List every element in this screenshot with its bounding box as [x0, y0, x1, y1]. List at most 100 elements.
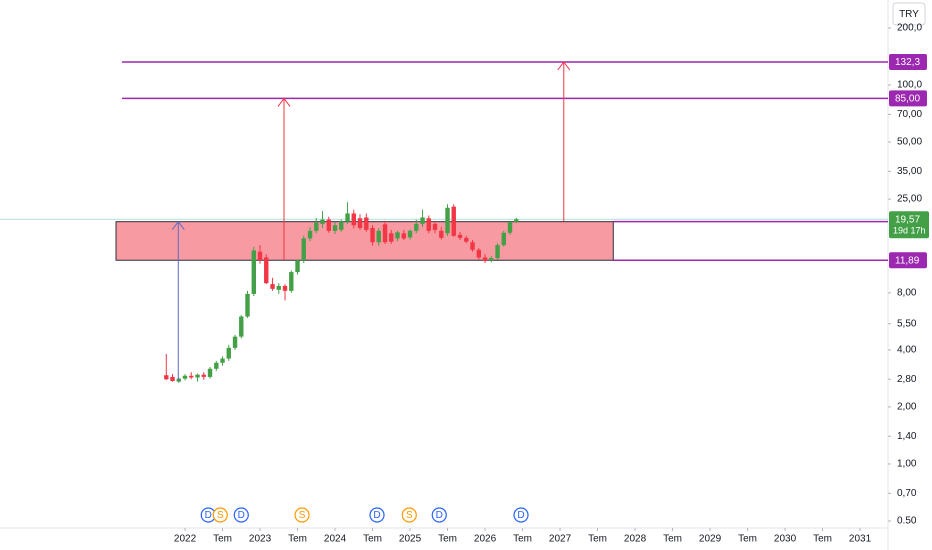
x-tick-label: Tem	[513, 534, 532, 545]
price-label: 132,3	[895, 57, 920, 68]
candle-body	[389, 233, 394, 242]
y-tick-label: 25,00	[897, 194, 922, 205]
candle-body	[264, 257, 269, 284]
y-tick-label: 50,00	[897, 137, 922, 148]
candle-body	[170, 376, 175, 382]
x-tick-label: Tem	[588, 534, 607, 545]
candle-body	[276, 285, 281, 290]
candle-body	[345, 213, 350, 222]
candle-body	[301, 238, 306, 261]
event-label[interactable]: D	[238, 510, 245, 521]
event-label[interactable]: D	[517, 510, 524, 521]
candle-body	[239, 316, 244, 337]
event-label[interactable]: S	[217, 510, 224, 521]
x-tick-label: 2031	[849, 534, 872, 545]
candle-body	[482, 257, 488, 261]
event-label[interactable]: S	[299, 510, 306, 521]
candle-body	[495, 245, 500, 259]
candle-body	[251, 250, 256, 294]
candle-body	[407, 230, 413, 238]
candle-body	[339, 221, 344, 230]
candle-body	[476, 249, 481, 258]
y-tick-label: 200,0	[897, 23, 922, 34]
candle-body	[195, 374, 200, 378]
x-tick-label: 2029	[699, 534, 722, 545]
event-label[interactable]: D	[373, 510, 380, 521]
candle-body	[370, 227, 375, 243]
candle-body	[164, 375, 169, 380]
candle-body	[401, 233, 406, 239]
x-tick-label: 2023	[249, 534, 272, 545]
candle-body	[182, 375, 188, 379]
price-label: 11,89	[895, 255, 920, 266]
price-label-box	[889, 252, 927, 269]
candle-body	[320, 219, 325, 224]
candle-body	[307, 230, 313, 239]
candle-body	[295, 260, 300, 273]
event-label[interactable]: D	[205, 510, 212, 521]
candle-body	[351, 213, 356, 226]
y-tick-label: 100,0	[897, 80, 922, 91]
candle-body	[457, 234, 463, 238]
x-tick-label: Tem	[813, 534, 832, 545]
x-tick-label: Tem	[213, 534, 232, 545]
currency-label[interactable]: TRY	[899, 9, 919, 20]
y-tick-label: 2,80	[897, 374, 917, 385]
candle-body	[226, 347, 231, 359]
candle-body	[332, 225, 338, 231]
candle-body	[282, 285, 288, 291]
candle-body	[214, 362, 219, 369]
arrow-head	[557, 61, 571, 71]
candle-body	[376, 230, 381, 243]
event-marker[interactable]	[369, 507, 385, 523]
price-label-box	[889, 54, 927, 71]
x-tick-label: Tem	[438, 534, 457, 545]
candle-body	[489, 258, 494, 261]
y-tick-label: 8,00	[897, 288, 917, 299]
candle-body	[270, 284, 275, 289]
x-tick-label: 2026	[474, 534, 497, 545]
event-marker[interactable]	[212, 507, 228, 523]
y-tick-label: 35,00	[897, 166, 922, 177]
x-tick-label: Tem	[663, 534, 682, 545]
event-marker[interactable]	[233, 507, 249, 523]
candle-body	[501, 232, 506, 246]
candle-body	[507, 222, 513, 233]
x-tick-label: Tem	[738, 534, 757, 545]
candle-body	[176, 378, 181, 382]
candle-body	[257, 251, 263, 261]
currency-button[interactable]	[892, 2, 926, 26]
event-marker[interactable]	[294, 507, 310, 523]
y-tick-label: 0.50	[897, 516, 917, 527]
candle-body	[426, 218, 431, 231]
y-tick-label: 5,50	[897, 318, 917, 329]
candle-body	[220, 358, 225, 363]
event-marker[interactable]	[513, 507, 529, 523]
candle-body	[439, 230, 444, 238]
candle-body	[314, 222, 319, 231]
arrow-head	[277, 97, 291, 107]
y-tick-label: 0,70	[897, 488, 917, 499]
x-tick-label: Tem	[363, 534, 382, 545]
price-label: 85,00	[895, 94, 920, 105]
candle-body	[470, 242, 475, 250]
candle-body	[395, 232, 400, 239]
x-tick-label: Tem	[288, 534, 307, 545]
candle-body	[245, 293, 250, 317]
event-marker[interactable]	[431, 507, 447, 523]
event-label[interactable]: S	[406, 510, 413, 521]
x-tick-label: 2027	[549, 534, 572, 545]
event-label[interactable]: D	[436, 510, 443, 521]
x-tick-label: 2022	[174, 534, 197, 545]
arrow-head	[171, 220, 185, 230]
x-tick-label: 2025	[399, 534, 422, 545]
candle-body	[451, 206, 456, 236]
candle-body	[464, 237, 469, 242]
y-tick-label: 70,00	[897, 109, 922, 120]
candle-body	[207, 368, 213, 377]
event-marker[interactable]	[401, 507, 417, 523]
price-label-box	[889, 90, 927, 107]
countdown-label: 19d 17h	[893, 226, 926, 236]
candle-body	[201, 374, 206, 377]
